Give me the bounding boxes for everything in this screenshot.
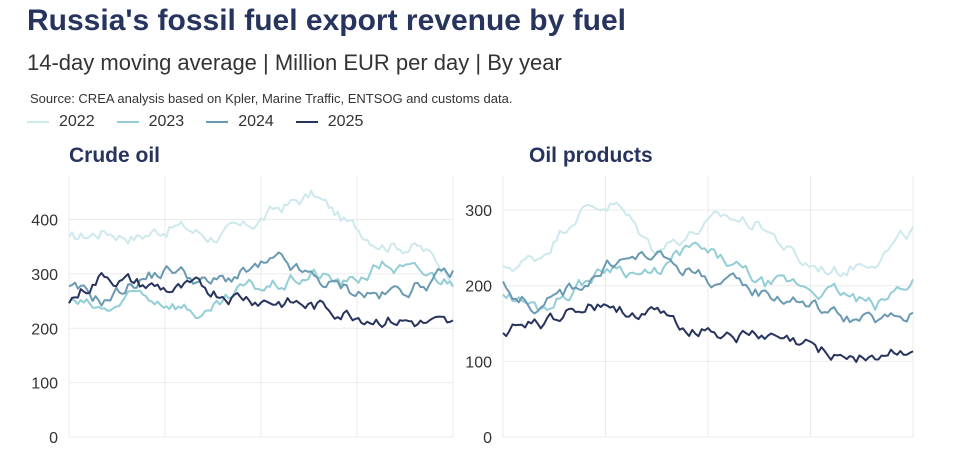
crude-oil-series-2023 [68, 260, 454, 320]
legend-item-2022[interactable]: 2022 [27, 113, 95, 131]
oil-products-plot: 0 100 200 300 [465, 176, 914, 447]
crude-oil-series-2024 [68, 251, 454, 307]
legend-item-2023[interactable]: 2023 [116, 113, 185, 131]
crude-oil-ytick-label: 400 [31, 213, 58, 230]
crude-oil-ytick-label: 300 [31, 267, 58, 284]
legend: 2022 2023 2024 2025 [27, 112, 385, 132]
oil-products-series-2025 [502, 303, 914, 363]
legend-item-2024[interactable]: 2024 [206, 113, 274, 131]
legend-label-2024: 2024 [238, 113, 274, 130]
crude-oil-plot: 0 100 200 300 400 [31, 176, 454, 447]
legend-item-2025[interactable]: 2025 [295, 113, 364, 131]
panel-title-crude-oil: Crude oil [69, 144, 161, 167]
chart-title: Russia's fossil fuel export revenue by f… [27, 4, 626, 37]
chart-subtitle: 14-day moving average | Million EUR per … [27, 50, 562, 75]
oil-products-ytick-label: 200 [465, 279, 492, 296]
legend-label-2022: 2022 [59, 113, 95, 130]
legend-swatch-2023 [116, 121, 139, 123]
source-note: Source: CREA analysis based on Kpler, Ma… [30, 91, 513, 106]
crude-oil-series-2022 [68, 189, 454, 286]
oil-products-ytick-label: 100 [465, 354, 492, 371]
oil-products-ytick-label: 300 [465, 203, 492, 220]
legend-swatch-2024 [206, 121, 229, 123]
oil-products-ytick-label: 0 [483, 430, 492, 447]
oil-products-series-2023 [502, 241, 914, 311]
oil-products-series-2024 [502, 250, 914, 324]
legend-swatch-2022 [27, 121, 49, 123]
panel-title-oil-products: Oil products [529, 144, 653, 167]
legend-label-2023: 2023 [148, 113, 185, 130]
crude-oil-series-2025 [68, 272, 454, 328]
crude-oil-ytick-label: 100 [31, 376, 58, 393]
legend-swatch-2025 [295, 121, 318, 123]
legend-label-2025: 2025 [327, 113, 364, 130]
crude-oil-ytick-label: 0 [49, 430, 58, 447]
oil-products-series-2022 [502, 201, 914, 278]
crude-oil-ytick-label: 200 [31, 321, 58, 338]
